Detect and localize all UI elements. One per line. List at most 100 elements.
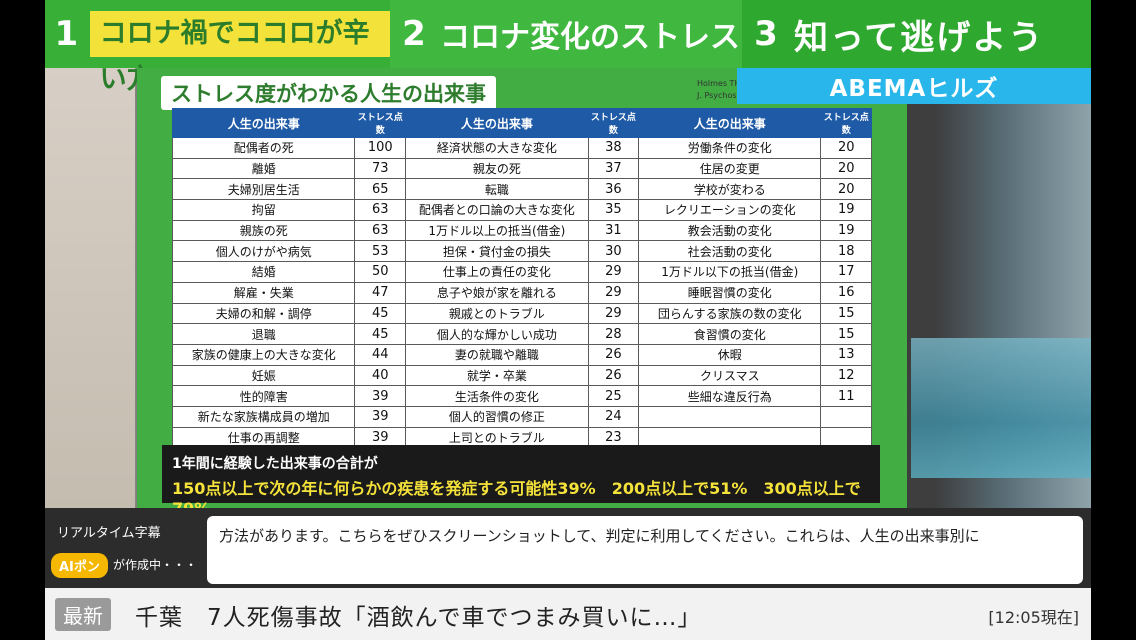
score-cell: 26 <box>587 364 640 387</box>
score-cell: 38 <box>587 137 640 159</box>
event-cell: 経済状態の大きな変化 <box>405 137 589 159</box>
event-cell: 拘留 <box>171 199 356 221</box>
event-cell: 転職 <box>405 178 589 201</box>
topic-3-number: 3 <box>754 14 778 54</box>
stress-table-wrap: 人生の出来事 ストレス点数 人生の出来事 ストレス点数 人生の出来事 ストレス点… <box>171 108 872 449</box>
header-score-2: ストレス点数 <box>587 108 640 138</box>
score-cell: 50 <box>354 261 407 283</box>
score-cell: 45 <box>354 302 407 325</box>
event-cell: 新たな家族構成員の増加 <box>171 405 356 428</box>
table-row: 妊娠 40 就学・卒業 26 クリスマス 12 <box>171 364 872 387</box>
stress-table: 人生の出来事 ストレス点数 人生の出来事 ストレス点数 人生の出来事 ストレス点… <box>171 108 872 449</box>
event-cell: 家族の健康上の大きな変化 <box>171 343 356 366</box>
caption-bar: リアルタイム字幕 AIポン が作成中・・・ 方法があります。こちらをぜひスクリー… <box>45 508 1091 588</box>
score-cell: 15 <box>820 323 872 345</box>
score-cell: 24 <box>587 405 640 428</box>
event-cell: 担保・貸付金の損失 <box>405 240 589 263</box>
score-cell: 20 <box>820 157 872 180</box>
score-cell <box>820 405 872 428</box>
event-cell: 離婚 <box>171 157 356 180</box>
summary-box: 1年間に経験した出来事の合計が 150点以上で次の年に何らかの疾患を発症する可能… <box>162 445 880 518</box>
table-row: 配偶者の死 100 経済状態の大きな変化 38 労働条件の変化 20 <box>171 137 872 159</box>
event-cell: 親戚とのトラブル <box>405 302 589 325</box>
topic-banner: 1 コロナ禍でココロが辛い方 2 コロナ変化のストレス 3 知って逃げよう <box>45 0 1091 95</box>
score-cell: 29 <box>587 302 640 325</box>
topic-1-number: 1 <box>54 14 79 54</box>
score-cell: 53 <box>354 240 407 263</box>
event-cell: 食習慣の変化 <box>638 323 822 345</box>
score-cell: 20 <box>820 178 872 201</box>
event-cell: 教会活動の変化 <box>638 219 822 242</box>
score-cell: 36 <box>587 178 640 201</box>
score-cell: 29 <box>587 281 640 304</box>
abema-logo: ABEMAヒルズ <box>737 68 1091 104</box>
event-cell: 解雇・失業 <box>171 281 356 304</box>
topic-2-label: コロナ変化のストレス <box>440 20 740 55</box>
score-cell: 20 <box>820 137 872 159</box>
event-cell: 上司とのトラブル <box>405 426 589 449</box>
event-cell: 息子や娘が家を離れる <box>405 281 589 304</box>
table-row: 夫婦の和解・調停 45 親戚とのトラブル 29 団らんする家族の数の変化 15 <box>171 302 872 325</box>
table-row: 夫婦別居生活 65 転職 36 学校が変わる 20 <box>171 178 872 201</box>
topic-3: 3 知って逃げよう <box>742 0 1091 68</box>
ticker-time: [12:05現在] <box>988 608 1079 627</box>
table-body: 配偶者の死 100 経済状態の大きな変化 38 労働条件の変化 20 離婚 73 親友の死 37 住… <box>171 137 872 449</box>
event-cell: 社会活動の変化 <box>638 240 822 263</box>
table-row: 性的障害 39 生活条件の変化 25 些細な違反行為 11 <box>171 385 872 407</box>
score-cell: 37 <box>587 157 640 180</box>
score-cell: 65 <box>354 178 407 201</box>
topic-2-number: 2 <box>402 14 426 54</box>
topic-1: 1 コロナ禍でココロが辛い方 <box>45 0 390 95</box>
event-cell: 親族の死 <box>171 219 356 242</box>
event-cell: 生活条件の変化 <box>405 385 589 407</box>
score-cell: 45 <box>354 323 407 345</box>
score-cell: 100 <box>354 137 407 159</box>
event-cell: 仕事上の責任の変化 <box>405 261 589 283</box>
event-cell: 住居の変更 <box>638 157 822 180</box>
caption-label: リアルタイム字幕 <box>57 526 161 541</box>
table-row: 解雇・失業 47 息子や娘が家を離れる 29 睡眠習慣の変化 16 <box>171 281 872 304</box>
score-cell: 73 <box>354 157 407 180</box>
event-cell: 親友の死 <box>405 157 589 180</box>
ai-status: が作成中・・・ <box>113 558 198 572</box>
header-score-3: ストレス点数 <box>820 108 872 138</box>
score-cell: 39 <box>354 385 407 407</box>
score-cell: 25 <box>587 385 640 407</box>
event-cell: 結婚 <box>171 261 356 283</box>
event-cell: 妊娠 <box>171 364 356 387</box>
header-event-1: 人生の出来事 <box>171 108 356 138</box>
video-frame: 1 コロナ禍でココロが辛い方 2 コロナ変化のストレス 3 知って逃げよう スト… <box>45 0 1091 640</box>
ai-badge: AIポン <box>51 553 108 578</box>
studio-light <box>911 338 1091 478</box>
news-ticker: 最新 千葉 7人死傷事故「酒飲んで車でつまみ買いに…」 [12:05現在] <box>45 588 1091 640</box>
event-cell: 仕事の再調整 <box>171 426 356 449</box>
table-row: 個人のけがや病気 53 担保・貸付金の損失 30 社会活動の変化 18 <box>171 240 872 263</box>
score-cell: 28 <box>587 323 640 345</box>
event-cell: 学校が変わる <box>638 178 822 201</box>
table-header-row: 人生の出来事 ストレス点数 人生の出来事 ストレス点数 人生の出来事 ストレス点… <box>171 108 872 138</box>
score-cell: 12 <box>820 364 872 387</box>
event-cell: 個人的習慣の修正 <box>405 405 589 428</box>
event-cell: 夫婦別居生活 <box>171 178 356 201</box>
score-cell: 18 <box>820 240 872 263</box>
event-cell: 1万ドル以上の抵当(借金) <box>405 219 589 242</box>
event-cell: 1万ドル以下の抵当(借金) <box>638 261 822 283</box>
score-cell: 63 <box>354 199 407 221</box>
score-cell: 40 <box>354 364 407 387</box>
score-cell: 16 <box>820 281 872 304</box>
score-cell: 63 <box>354 219 407 242</box>
event-cell: 個人的な輝かしい成功 <box>405 323 589 345</box>
topic-1-label: コロナ禍でココロが辛い方 <box>89 11 390 95</box>
event-cell: 睡眠習慣の変化 <box>638 281 822 304</box>
event-cell: 性的障害 <box>171 385 356 407</box>
score-cell: 29 <box>587 261 640 283</box>
caption-text: 方法があります。こちらをぜひスクリーンショットして、判定に利用してください。これ… <box>207 516 1083 584</box>
event-cell: 休暇 <box>638 343 822 366</box>
header-event-2: 人生の出来事 <box>405 108 589 138</box>
score-cell: 13 <box>820 343 872 366</box>
event-cell: クリスマス <box>638 364 822 387</box>
topic-2: 2 コロナ変化のストレス <box>390 0 742 68</box>
score-cell: 17 <box>820 261 872 283</box>
event-cell: レクリエーションの変化 <box>638 199 822 221</box>
event-cell: 妻の就職や離職 <box>405 343 589 366</box>
